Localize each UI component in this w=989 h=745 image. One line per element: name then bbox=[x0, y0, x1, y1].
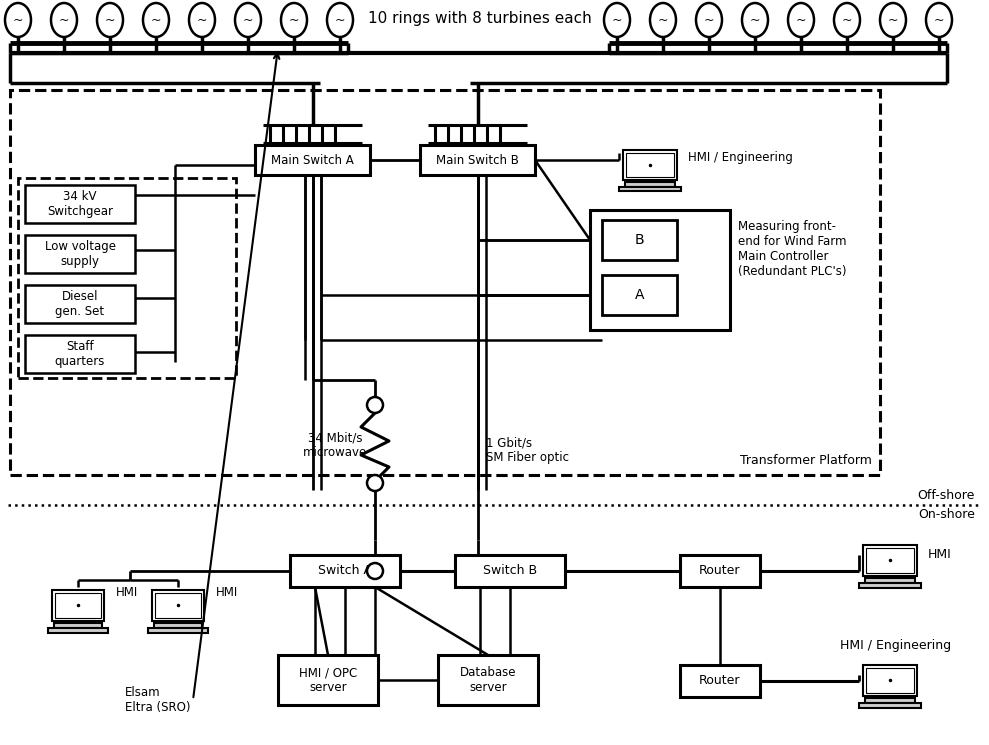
Text: Main Switch B: Main Switch B bbox=[436, 153, 519, 166]
Text: Measuring front-
end for Wind Farm
Main Controller
(Redundant PLC's): Measuring front- end for Wind Farm Main … bbox=[738, 220, 847, 278]
Bar bbox=[154, 623, 202, 627]
Bar bbox=[438, 655, 538, 705]
Ellipse shape bbox=[281, 3, 307, 37]
Text: On-shore: On-shore bbox=[918, 509, 975, 522]
Text: ~: ~ bbox=[13, 13, 24, 27]
Text: ~: ~ bbox=[842, 13, 853, 27]
Bar bbox=[18, 178, 236, 378]
Text: Switch A: Switch A bbox=[318, 565, 372, 577]
Bar bbox=[148, 627, 208, 633]
Bar bbox=[25, 235, 135, 273]
Circle shape bbox=[367, 563, 383, 579]
Text: 34 kV
Switchgear: 34 kV Switchgear bbox=[47, 190, 113, 218]
Bar bbox=[54, 623, 102, 627]
Bar bbox=[151, 589, 205, 621]
Text: ~: ~ bbox=[242, 13, 253, 27]
Ellipse shape bbox=[143, 3, 169, 37]
Text: HMI: HMI bbox=[116, 586, 138, 600]
Circle shape bbox=[367, 397, 383, 413]
Bar bbox=[420, 145, 535, 175]
Bar bbox=[154, 592, 202, 618]
Text: HMI: HMI bbox=[928, 548, 951, 562]
Text: ~: ~ bbox=[704, 13, 714, 27]
Bar bbox=[862, 665, 917, 696]
Text: Staff
quarters: Staff quarters bbox=[54, 340, 105, 368]
Bar bbox=[859, 703, 921, 708]
Ellipse shape bbox=[788, 3, 814, 37]
Bar bbox=[51, 589, 105, 621]
Text: ~: ~ bbox=[289, 13, 300, 27]
Text: 34 Mbit/s
microwave: 34 Mbit/s microwave bbox=[303, 431, 367, 459]
Text: Router: Router bbox=[699, 674, 741, 688]
Text: HMI / Engineering: HMI / Engineering bbox=[840, 638, 951, 651]
Bar bbox=[25, 335, 135, 373]
Bar bbox=[680, 555, 760, 587]
Text: A: A bbox=[635, 288, 644, 302]
Ellipse shape bbox=[235, 3, 261, 37]
Bar bbox=[10, 90, 880, 475]
Bar bbox=[25, 185, 135, 223]
Bar bbox=[680, 665, 760, 697]
Text: Off-shore: Off-shore bbox=[918, 489, 975, 501]
Text: ~: ~ bbox=[150, 13, 161, 27]
Text: ~: ~ bbox=[197, 13, 208, 27]
Bar bbox=[290, 555, 400, 587]
Text: HMI: HMI bbox=[216, 586, 238, 600]
Ellipse shape bbox=[604, 3, 630, 37]
Text: Low voltage
supply: Low voltage supply bbox=[45, 240, 116, 268]
Text: Elsam
Eltra (SRO): Elsam Eltra (SRO) bbox=[125, 686, 190, 714]
Bar bbox=[590, 210, 730, 330]
Bar bbox=[865, 577, 915, 583]
Text: ~: ~ bbox=[58, 13, 69, 27]
Circle shape bbox=[367, 475, 383, 491]
Ellipse shape bbox=[97, 3, 123, 37]
Bar bbox=[623, 150, 677, 180]
Text: 10 rings with 8 turbines each: 10 rings with 8 turbines each bbox=[368, 10, 591, 25]
Bar bbox=[602, 275, 677, 315]
Text: HMI / Engineering: HMI / Engineering bbox=[688, 150, 793, 163]
Ellipse shape bbox=[742, 3, 768, 37]
Text: Main Switch A: Main Switch A bbox=[271, 153, 354, 166]
Bar bbox=[865, 548, 914, 572]
Bar bbox=[862, 545, 917, 575]
Text: ~: ~ bbox=[105, 13, 116, 27]
Text: ~: ~ bbox=[934, 13, 944, 27]
Text: B: B bbox=[635, 233, 644, 247]
Text: HMI / OPC
server: HMI / OPC server bbox=[299, 666, 357, 694]
Bar bbox=[25, 285, 135, 323]
Bar bbox=[625, 182, 674, 187]
Bar bbox=[455, 555, 565, 587]
Bar bbox=[255, 145, 370, 175]
Ellipse shape bbox=[650, 3, 676, 37]
Ellipse shape bbox=[696, 3, 722, 37]
Text: ~: ~ bbox=[750, 13, 761, 27]
Text: 1 Gbit/s
SM Fiber optic: 1 Gbit/s SM Fiber optic bbox=[486, 436, 569, 464]
Ellipse shape bbox=[926, 3, 952, 37]
Text: Switch B: Switch B bbox=[483, 565, 537, 577]
Ellipse shape bbox=[834, 3, 860, 37]
Bar bbox=[54, 592, 102, 618]
Text: ~: ~ bbox=[796, 13, 806, 27]
Bar bbox=[602, 220, 677, 260]
Ellipse shape bbox=[5, 3, 31, 37]
Bar bbox=[865, 668, 914, 693]
Text: ~: ~ bbox=[658, 13, 669, 27]
Bar bbox=[859, 583, 921, 588]
Bar bbox=[865, 697, 915, 703]
Bar bbox=[626, 153, 674, 177]
Text: ~: ~ bbox=[612, 13, 622, 27]
Text: ~: ~ bbox=[334, 13, 345, 27]
Text: Database
server: Database server bbox=[460, 666, 516, 694]
Text: Router: Router bbox=[699, 565, 741, 577]
Ellipse shape bbox=[880, 3, 906, 37]
Text: ~: ~ bbox=[888, 13, 898, 27]
Bar bbox=[278, 655, 378, 705]
Text: Transformer Platform: Transformer Platform bbox=[740, 454, 872, 467]
Ellipse shape bbox=[189, 3, 215, 37]
Ellipse shape bbox=[51, 3, 77, 37]
Bar bbox=[619, 187, 681, 191]
Bar bbox=[48, 627, 108, 633]
Ellipse shape bbox=[327, 3, 353, 37]
Text: Diesel
gen. Set: Diesel gen. Set bbox=[55, 290, 105, 318]
